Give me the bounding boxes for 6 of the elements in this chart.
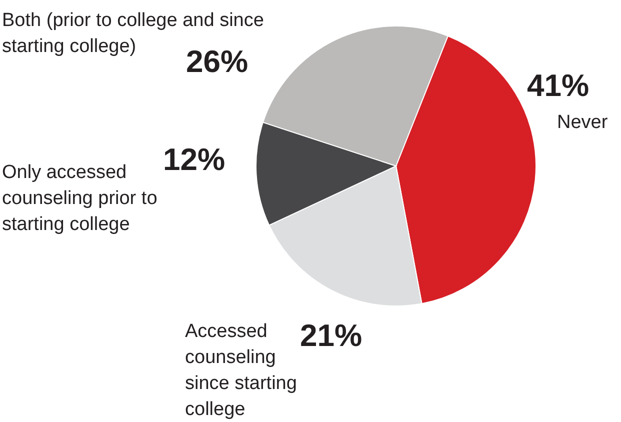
slice-label: Never <box>557 112 608 133</box>
data-label: 12% <box>163 142 226 177</box>
slice-label: Accessed counseling since starting college <box>185 321 297 420</box>
data-label: 41% <box>527 68 590 103</box>
data-label: 21% <box>300 318 362 353</box>
slice-label: Only accessed counseling prior to starting college <box>2 162 158 235</box>
